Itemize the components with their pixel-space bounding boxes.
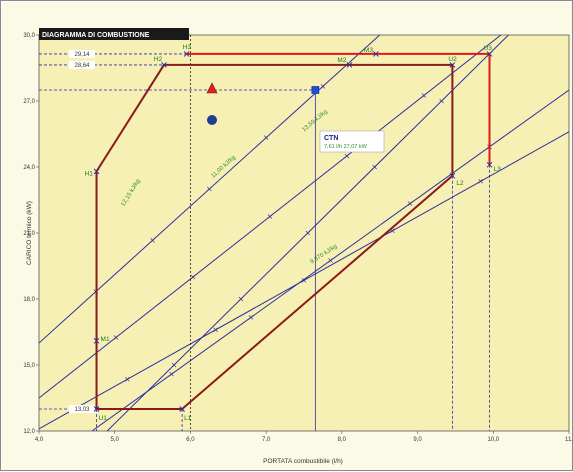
chart-title: DIAGRAMMA DI COMBUSTIONE (42, 32, 150, 39)
point-label: U1 (99, 415, 108, 422)
x-tick-label: 6,0 (186, 437, 195, 443)
point-marker (449, 172, 456, 179)
y-tick-label: 12,0 (23, 429, 35, 435)
point-marker (486, 161, 493, 168)
y-tick-label: 18,0 (23, 297, 35, 303)
point-marker (93, 406, 100, 412)
series-tick-mark (125, 377, 130, 382)
point-label: H1 (85, 170, 94, 177)
point-label: L1 (184, 415, 192, 422)
series-tick-mark (328, 258, 333, 263)
series-tick-mark (305, 230, 311, 236)
point-marker (486, 51, 493, 57)
series-tick-mark (478, 179, 483, 184)
point-marker (161, 62, 167, 68)
point-label: U3 (484, 45, 493, 52)
point-marker (373, 51, 379, 57)
point-label: M1 (101, 336, 110, 343)
point-label: L3 (494, 166, 502, 173)
readout-value: 28,64 (74, 63, 90, 69)
readout-box (69, 405, 95, 413)
y-tick-label: 27,0 (23, 99, 35, 105)
readout-value: 29,14 (74, 52, 90, 58)
y-axis-label: CARICO termico (kW) (26, 201, 33, 265)
x-tick-label: 9,0 (413, 437, 422, 443)
x-tick-label: 11, (565, 437, 573, 443)
ctn-marker (311, 86, 320, 94)
ctn-label-value: 7,61 l/h 27,07 kW (324, 144, 368, 150)
series-tick-mark (190, 274, 196, 280)
x-tick-label: 8,0 (338, 437, 347, 443)
point-marker (93, 337, 100, 344)
series-tick-mark (407, 201, 413, 206)
readout-box (69, 49, 95, 58)
readout-box (69, 60, 95, 69)
marks-layer (69, 49, 493, 413)
x-tick-label: 10,0 (487, 437, 499, 443)
y-tick-label: 21,0 (23, 231, 35, 237)
y-tick-label: 24,0 (23, 165, 35, 171)
circle-marker-icon (207, 115, 217, 125)
y-tick-label: 30,0 (23, 33, 35, 39)
series-tick-mark (320, 84, 326, 89)
series-tick-mark (113, 335, 119, 340)
series-tick-mark (213, 327, 218, 333)
series-tick-mark (344, 153, 350, 159)
x-axis-label: PORTATA combustibile (l/h) (263, 458, 343, 465)
point-label: H2 (154, 56, 163, 63)
x-tick-label: 4,0 (35, 437, 44, 443)
x-tick-label: 7,0 (262, 437, 271, 443)
point-marker (179, 406, 185, 412)
series-tick-mark (263, 135, 269, 140)
point-label: U2 (448, 56, 457, 63)
ctn-label-box (319, 130, 385, 153)
ctn-label: CTN 7,61 l/h 27,07 kW (319, 130, 385, 153)
point-marker (93, 168, 100, 175)
series-tick-mark (421, 93, 427, 98)
point-label: H3 (183, 44, 192, 51)
series-tick-mark (171, 362, 177, 368)
triangle-marker-icon (206, 82, 218, 94)
point-label: L2 (456, 180, 464, 187)
point-label: M2 (337, 57, 346, 64)
series-tick-mark (248, 315, 254, 320)
series-tick-mark (238, 296, 244, 302)
plot-area (38, 34, 570, 432)
point-marker (449, 62, 456, 68)
series-tick-mark (439, 98, 444, 104)
y-tick-label: 15,0 (23, 363, 35, 369)
series-tick-mark (372, 164, 377, 170)
ctn-label-title: CTN (324, 135, 338, 142)
point-marker (183, 51, 190, 57)
series-tick-mark (267, 214, 273, 219)
point-label: M3 (364, 47, 373, 54)
title-box (39, 28, 189, 40)
readout-value: 13,03 (74, 407, 90, 413)
series-tick-mark (150, 238, 155, 243)
point-marker (346, 62, 353, 68)
x-tick-label: 5,0 (111, 437, 120, 443)
series-tick-mark (169, 371, 174, 377)
series-tick-mark (207, 186, 212, 192)
